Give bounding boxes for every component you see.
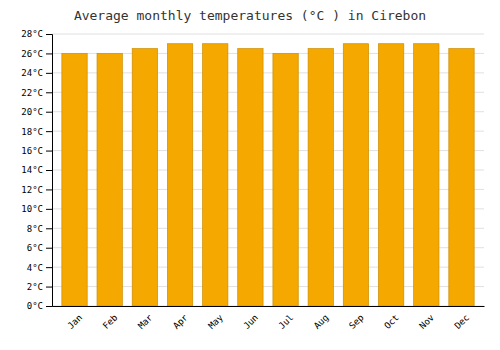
y-tick: 28°C bbox=[21, 29, 52, 39]
title: Average monthly temperatures (°C ) in Ci… bbox=[74, 8, 426, 23]
y-tick-label: 6°C bbox=[27, 243, 43, 253]
x-tick-label: Nov bbox=[417, 312, 436, 331]
y-tick-mark bbox=[46, 34, 52, 35]
y-tick-label: 14°C bbox=[21, 165, 43, 175]
x-tick-label: Apr bbox=[171, 312, 190, 331]
y-tick: 6°C bbox=[27, 243, 52, 253]
y-tick-label: 0°C bbox=[27, 301, 43, 311]
bar bbox=[167, 44, 192, 306]
plot-area: 0°C 2°C 4°C 6°C 8°C 10°C 12°C 14°C 16°C 18°C 20°C 2… bbox=[21, 29, 484, 331]
y-tick-mark bbox=[46, 209, 52, 210]
bars bbox=[62, 44, 474, 306]
y-tick-mark bbox=[46, 151, 52, 152]
x-axis: Jan Feb Mar Apr May Jun Jul Aug Sep Oct Nov Dec bbox=[53, 307, 485, 332]
y-tick: 20°C bbox=[21, 107, 52, 117]
y-tick-label: 12°C bbox=[21, 185, 43, 195]
bar bbox=[273, 53, 298, 306]
x-tick-label: May bbox=[206, 312, 225, 331]
bar bbox=[97, 53, 122, 306]
y-tick-label: 2°C bbox=[27, 282, 43, 292]
x-tick: Jun bbox=[242, 312, 261, 331]
y-tick-mark bbox=[46, 248, 52, 249]
y-tick: 8°C bbox=[27, 224, 52, 234]
x-axis-line bbox=[53, 306, 485, 307]
y-tick-label: 10°C bbox=[21, 204, 43, 214]
grid-line bbox=[52, 34, 484, 35]
bar bbox=[132, 49, 157, 306]
x-tick: Apr bbox=[171, 312, 190, 331]
y-tick-label: 4°C bbox=[27, 263, 43, 273]
bar bbox=[414, 44, 439, 306]
y-tick: 14°C bbox=[21, 165, 52, 175]
bar bbox=[449, 49, 474, 306]
y-tick-label: 26°C bbox=[21, 49, 43, 59]
bar bbox=[203, 44, 228, 306]
y-tick-mark bbox=[46, 228, 52, 229]
y-tick-label: 8°C bbox=[27, 224, 43, 234]
y-tick-label: 28°C bbox=[21, 29, 43, 39]
y-tick-mark bbox=[46, 287, 52, 288]
grid bbox=[52, 34, 484, 306]
x-tick: Nov bbox=[417, 312, 436, 331]
y-tick-mark bbox=[46, 189, 52, 190]
y-tick: 22°C bbox=[21, 88, 52, 98]
x-tick-label: Dec bbox=[453, 312, 472, 331]
y-axis: 0°C 2°C 4°C 6°C 8°C 10°C 12°C 14°C 16°C 18°C 20°C 2… bbox=[21, 29, 52, 311]
x-tick: Sep bbox=[347, 312, 366, 331]
chart: 0°C 2°C 4°C 6°C 8°C 10°C 12°C 14°C 16°C 18°C 20°C 2… bbox=[0, 0, 500, 350]
y-tick: 24°C bbox=[21, 68, 52, 78]
x-tick-label: Jun bbox=[242, 312, 261, 331]
x-tick: Aug bbox=[312, 312, 331, 331]
y-tick-mark bbox=[46, 112, 52, 113]
x-tick: Mar bbox=[136, 312, 155, 331]
x-tick: May bbox=[206, 312, 225, 331]
y-tick-label: 22°C bbox=[21, 88, 43, 98]
y-tick: 26°C bbox=[21, 49, 52, 59]
bar bbox=[343, 44, 368, 306]
y-tick: 10°C bbox=[21, 204, 52, 214]
y-tick-label: 24°C bbox=[21, 68, 43, 78]
y-tick-label: 20°C bbox=[21, 107, 43, 117]
x-tick-label: Aug bbox=[312, 312, 331, 331]
y-tick-mark bbox=[46, 170, 52, 171]
x-tick: Jan bbox=[66, 312, 85, 331]
x-tick-label: Oct bbox=[382, 312, 401, 331]
x-tick-label: Sep bbox=[347, 312, 366, 331]
bar bbox=[62, 53, 87, 306]
y-tick: 16°C bbox=[21, 146, 52, 156]
bar bbox=[378, 44, 403, 306]
y-tick-label: 16°C bbox=[21, 146, 43, 156]
y-tick-mark bbox=[46, 73, 52, 74]
y-tick-mark bbox=[46, 92, 52, 93]
x-tick-label: Mar bbox=[136, 312, 155, 331]
y-tick-mark bbox=[46, 267, 52, 268]
y-tick: 12°C bbox=[21, 185, 52, 195]
x-tick: Jul bbox=[277, 312, 296, 331]
y-tick-mark bbox=[46, 53, 52, 54]
y-tick: 18°C bbox=[21, 127, 52, 137]
y-tick-mark bbox=[46, 131, 52, 132]
y-tick-mark bbox=[46, 306, 52, 307]
y-axis-line bbox=[46, 35, 53, 307]
y-tick-label: 18°C bbox=[21, 127, 43, 137]
x-tick-label: Feb bbox=[101, 312, 120, 331]
x-tick-label: Jul bbox=[277, 312, 296, 331]
x-tick: Oct bbox=[382, 312, 401, 331]
bar bbox=[308, 49, 333, 306]
x-tick: Dec bbox=[453, 312, 472, 331]
y-tick: 4°C bbox=[27, 263, 52, 273]
bar bbox=[238, 49, 263, 306]
x-tick: Feb bbox=[101, 312, 120, 331]
y-tick: 0°C bbox=[27, 301, 52, 311]
x-tick-label: Jan bbox=[66, 312, 85, 331]
y-tick: 2°C bbox=[27, 282, 52, 292]
